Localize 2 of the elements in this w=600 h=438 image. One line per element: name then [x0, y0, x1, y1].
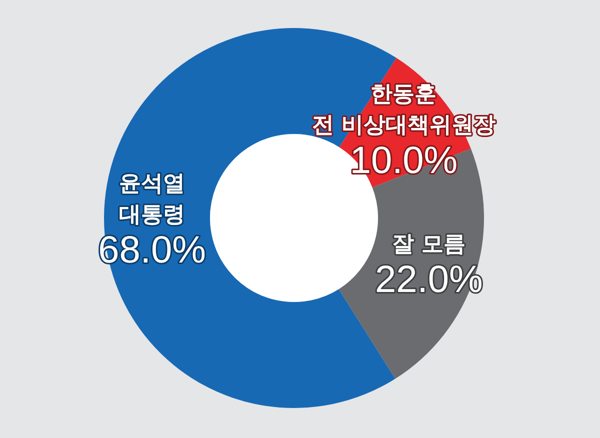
slice-label: 잘 모름	[392, 232, 466, 257]
slice-label: 윤석열 대통령	[119, 172, 185, 228]
